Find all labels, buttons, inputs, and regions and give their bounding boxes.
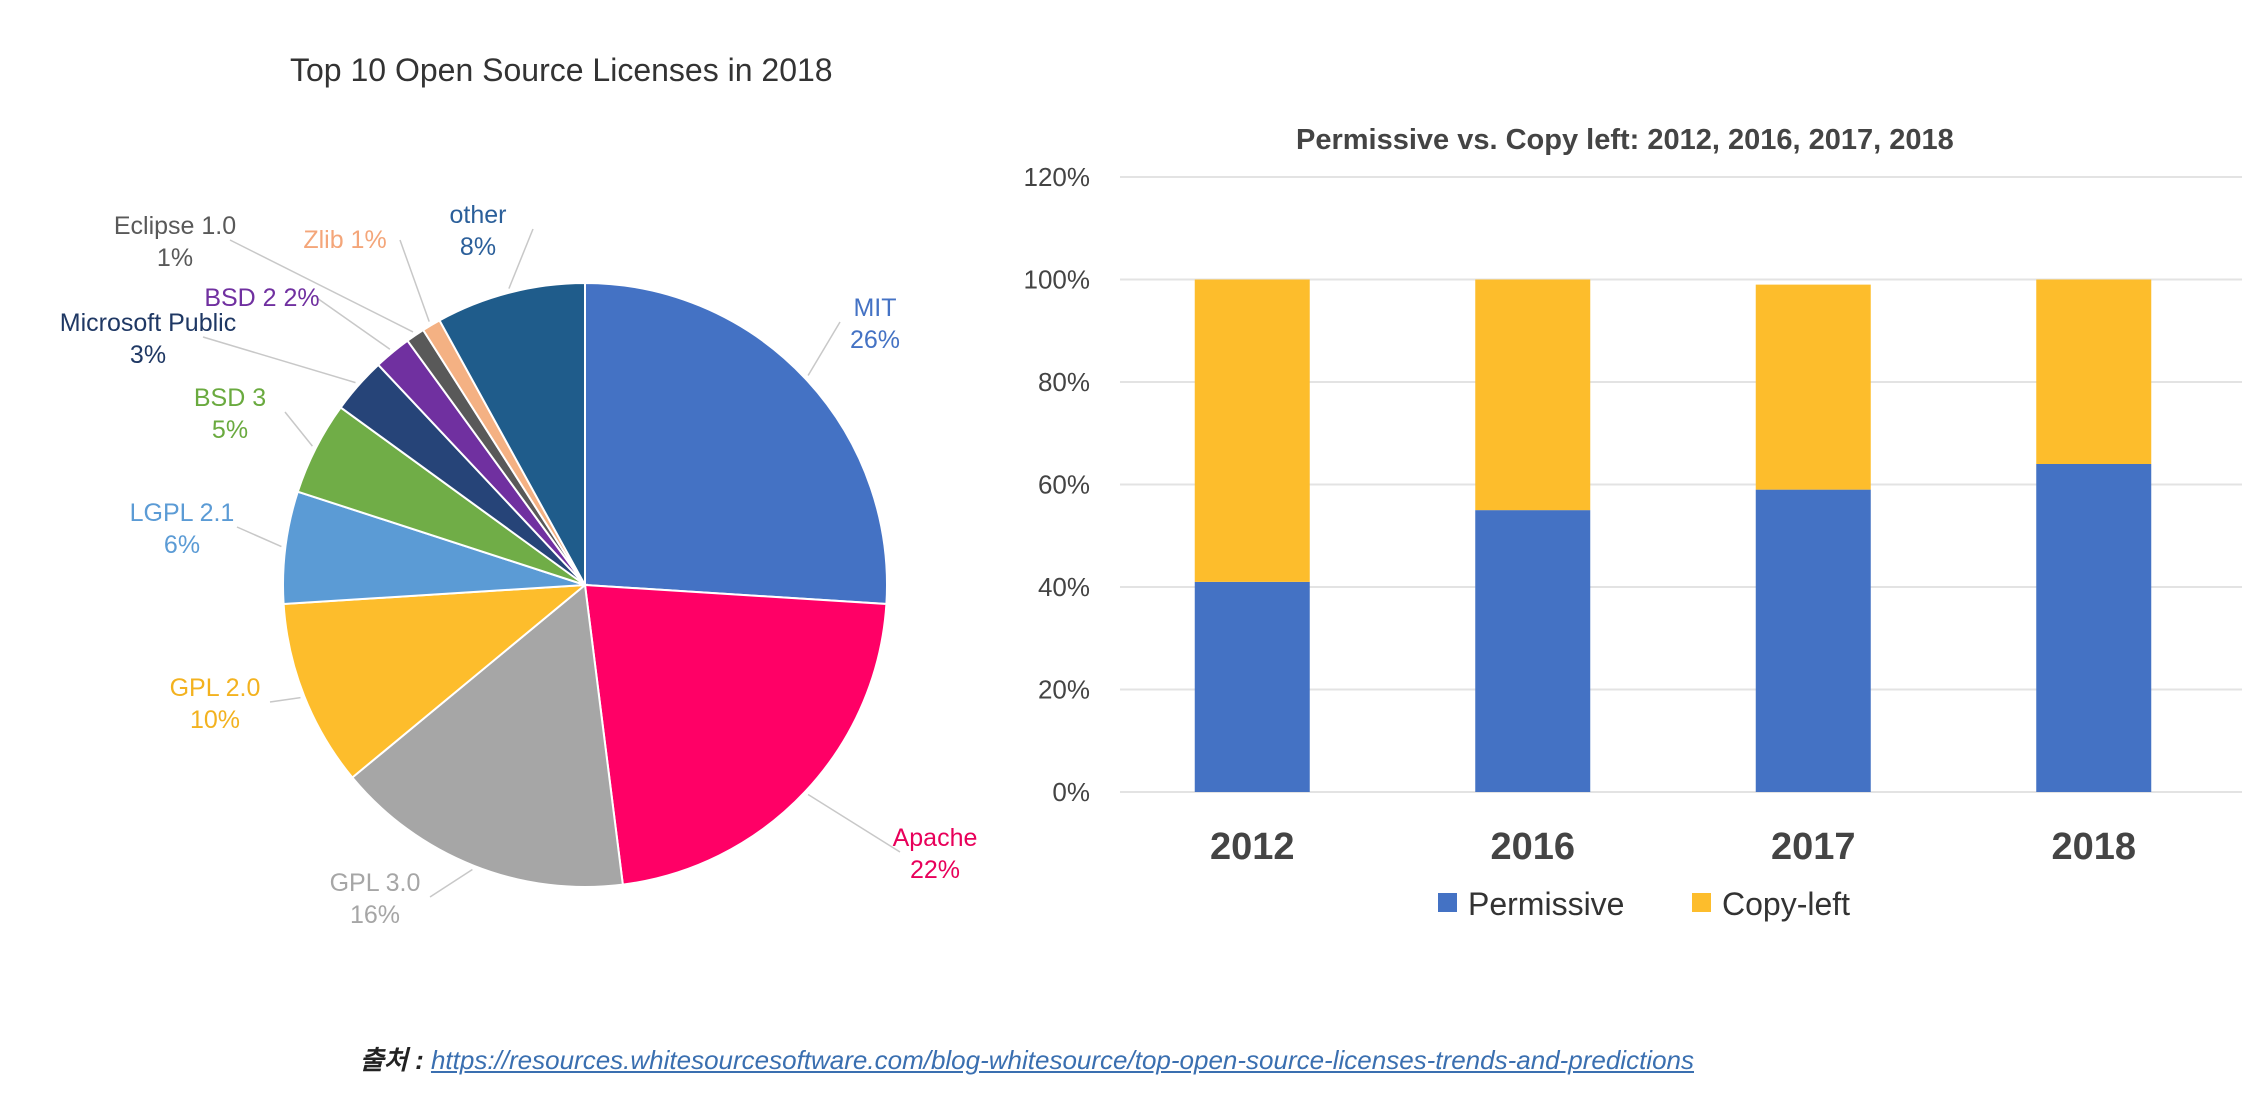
pie-slice-apache: [583, 583, 888, 886]
pie-percent-bsd-3: 5%: [212, 416, 248, 444]
pie-percent-apache: 22%: [910, 856, 960, 884]
pie-leader-line-eclipse-1-0: [229, 239, 414, 333]
bar-copy-left-2017: [1755, 284, 1871, 490]
source-label: 출처 :: [360, 1045, 424, 1075]
x-category-label: 2012: [1210, 826, 1295, 868]
pie-leader-line-lgpl-2-1: [236, 526, 282, 548]
y-tick-label: 100%: [1024, 265, 1091, 295]
pie-chart: MIT 26% Apache 22% GPL 3.0 16% GPL 2.0 10% LGPL …: [60, 201, 978, 929]
pie-label-gpl-2-0: GPL 2.0: [170, 674, 261, 702]
pie-percent-mit: 26%: [850, 326, 900, 354]
legend-label-copy-left: Copy-left: [1722, 886, 1850, 922]
pie-label-mit: MIT: [853, 294, 896, 322]
stacked-bar-chart: 0% 20% 40% 60% 80% 100% 120% 2012 2016 2017 2018 Pe…: [1024, 162, 2242, 922]
pie-label-apache: Apache: [893, 824, 978, 852]
pie-percent-gpl-3-0: 16%: [350, 901, 400, 929]
y-tick-label: 40%: [1038, 572, 1090, 602]
pie-percent-other: 8%: [460, 233, 496, 261]
x-category-label: 2016: [1490, 826, 1575, 868]
bar-chart-title: Permissive vs. Copy left: 2012, 2016, 20…: [1296, 124, 1954, 156]
pie-label-eclipse-1-0: Eclipse 1.0: [114, 212, 236, 240]
pie-leader-line-bsd-2: [316, 297, 391, 350]
y-tick-label: 120%: [1024, 162, 1091, 192]
pie-percent-microsoft-public: 3%: [130, 341, 166, 369]
source-citation: 출처 : https://resources.whitesourcesoftwa…: [360, 1040, 1694, 1077]
legend-swatch-permissive: [1438, 893, 1457, 912]
pie-label-gpl-3-0: GPL 3.0: [330, 869, 421, 897]
bar-permissive-2017: [1755, 489, 1871, 792]
legend-swatch-copy-left: [1692, 893, 1711, 912]
pie-leader-line-zlib: [399, 239, 430, 322]
pie-label-microsoft-public: Microsoft Public: [60, 309, 236, 337]
pie-label-other: other: [450, 201, 507, 229]
bar-permissive-2018: [2036, 464, 2152, 792]
pie-percent-gpl-2-0: 10%: [190, 706, 240, 734]
bar-copy-left-2012: [1194, 279, 1310, 582]
pie-leader-line-microsoft-public: [202, 336, 356, 384]
pie-leader-line-bsd-3: [284, 411, 313, 447]
pie-chart-title: Top 10 Open Source Licenses in 2018: [290, 52, 833, 88]
bar-permissive-2016: [1475, 510, 1591, 792]
legend-label-permissive: Permissive: [1468, 886, 1624, 922]
pie-slice-mit: [584, 281, 888, 606]
y-tick-label: 60%: [1038, 470, 1090, 500]
bar-copy-left-2016: [1475, 279, 1591, 511]
pie-leader-line-mit: [807, 321, 841, 376]
pie-leader-line-apache: [807, 793, 901, 853]
pie-leader-line-gpl-2-0: [269, 696, 301, 703]
pie-leader-line-gpl-3-0: [429, 868, 473, 898]
pie-label-bsd-2: BSD 2 2%: [204, 284, 319, 312]
pie-slice-gpl-2-0: [282, 583, 589, 779]
y-tick-label: 80%: [1038, 367, 1090, 397]
source-link[interactable]: https://resources.whitesourcesoftware.co…: [430, 1045, 1694, 1075]
pie-label-zlib: Zlib 1%: [303, 226, 386, 254]
pie-slice-other: [438, 281, 586, 586]
y-tick-label: 20%: [1038, 675, 1090, 705]
pie-leader-line-other: [508, 228, 534, 289]
pie-label-bsd-3: BSD 3: [194, 384, 266, 412]
bar-permissive-2012: [1194, 581, 1310, 792]
x-category-label: 2017: [1771, 826, 1856, 868]
pie-percent-lgpl-2-1: 6%: [164, 531, 200, 559]
x-category-label: 2018: [2051, 826, 2136, 868]
pie-percent-eclipse-1-0: 1%: [157, 244, 193, 272]
pie-label-lgpl-2-1: LGPL 2.1: [130, 499, 235, 527]
pie-slice-gpl-3-0: [350, 583, 624, 888]
bar-copy-left-2018: [2036, 279, 2152, 464]
y-tick-label: 0%: [1052, 777, 1090, 807]
